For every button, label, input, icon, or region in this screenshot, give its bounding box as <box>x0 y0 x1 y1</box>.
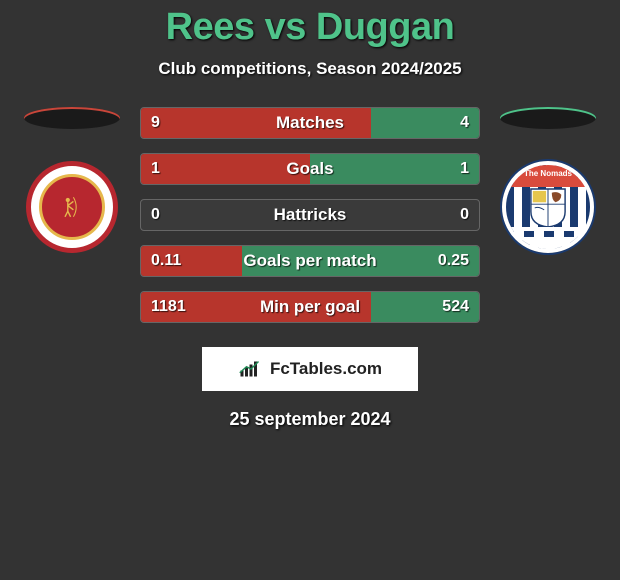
team-left-badge <box>26 161 118 253</box>
bar-val-left: 9 <box>151 114 160 132</box>
stat-bar: 1 Goals 1 <box>140 153 480 185</box>
team-right-column: The Nomads <box>498 107 598 253</box>
page-title: Rees vs Duggan <box>0 0 620 49</box>
comparison-card: Rees vs Duggan Club competitions, Season… <box>0 0 620 580</box>
bar-val-right: 1 <box>460 160 469 178</box>
badge-right-banner: The Nomads <box>504 163 592 187</box>
bar-val-left: 1 <box>151 160 160 178</box>
team-left-column <box>22 107 122 253</box>
bar-label: Min per goal <box>260 297 360 317</box>
subtitle: Club competitions, Season 2024/2025 <box>0 59 620 79</box>
badge-right-waves <box>504 227 592 251</box>
bar-val-right: 4 <box>460 114 469 132</box>
halo-left <box>24 107 120 129</box>
bar-seg-left <box>141 154 310 184</box>
bar-val-left: 0.11 <box>151 252 181 270</box>
bar-val-right: 0 <box>460 206 469 224</box>
halo-right <box>500 107 596 129</box>
bar-val-left: 1181 <box>151 298 186 316</box>
stat-bar: 9 Matches 4 <box>140 107 480 139</box>
brand-text: FcTables.com <box>270 359 382 379</box>
bar-label: Goals per match <box>243 251 376 271</box>
brand-box[interactable]: FcTables.com <box>202 347 418 391</box>
bar-label: Hattricks <box>274 205 347 225</box>
bar-seg-right <box>310 154 479 184</box>
barchart-icon <box>238 360 264 378</box>
content-row: 9 Matches 4 1 Goals 1 0 Hattricks 0 <box>0 107 620 323</box>
bar-val-left: 0 <box>151 206 160 224</box>
team-right-badge: The Nomads <box>502 161 594 253</box>
stat-bars: 9 Matches 4 1 Goals 1 0 Hattricks 0 <box>140 107 480 323</box>
bar-label: Goals <box>286 159 333 179</box>
archer-icon <box>58 193 86 221</box>
stat-bar: 1181 Min per goal 524 <box>140 291 480 323</box>
badge-left-inner <box>39 174 105 240</box>
stat-bar: 0.11 Goals per match 0.25 <box>140 245 480 277</box>
stat-bar: 0 Hattricks 0 <box>140 199 480 231</box>
bar-val-right: 524 <box>442 298 469 316</box>
bar-val-right: 0.25 <box>438 252 469 270</box>
shield-icon <box>529 187 567 229</box>
date-text: 25 september 2024 <box>0 409 620 430</box>
bar-label: Matches <box>276 113 344 133</box>
